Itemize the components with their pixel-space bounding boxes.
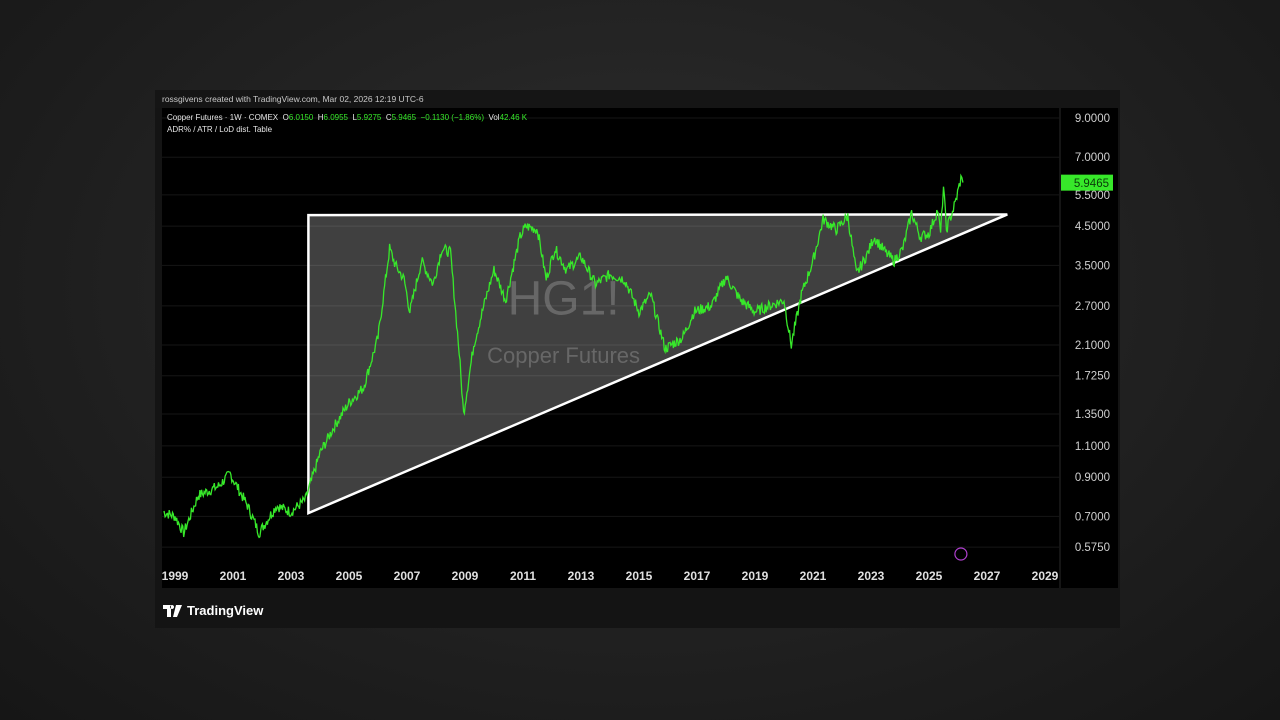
y-tick-label: 1.3500 <box>1075 409 1110 421</box>
time-axis[interactable] <box>162 563 1118 588</box>
x-tick-label: 2025 <box>916 569 943 583</box>
y-tick-label: 0.7000 <box>1075 511 1110 523</box>
y-tick-label: 3.5000 <box>1075 260 1110 272</box>
logo-text: TradingView <box>187 603 264 618</box>
x-tick-label: 1999 <box>162 569 189 583</box>
x-tick-label: 2005 <box>336 569 363 583</box>
watermark-ticker: HG1! <box>508 273 620 326</box>
credit-text: rossgivens created with TradingView.com,… <box>162 94 424 104</box>
chart-svg[interactable]: 9.0000 7.0000 5.5000 4.5000 3.5000 2.7000 2.10… <box>155 90 1120 628</box>
y-tick-label: 7.0000 <box>1075 152 1110 164</box>
x-tick-label: 2027 <box>974 569 1001 583</box>
chart-card: 9.0000 7.0000 5.5000 4.5000 3.5000 2.7000 2.10… <box>155 90 1120 628</box>
high-value: 6.0955 <box>323 113 348 122</box>
y-tick-label: 4.5000 <box>1075 221 1110 233</box>
change-value: −0.1130 (−1.86%) <box>420 113 484 122</box>
last-price-tag <box>1061 174 1113 191</box>
x-tick-label: 2019 <box>742 569 769 583</box>
y-tick-label: 1.7250 <box>1075 371 1110 383</box>
x-tick-label: 2029 <box>1032 569 1059 583</box>
x-tick-label: 2021 <box>800 569 827 583</box>
x-tick-label: 2013 <box>568 569 595 583</box>
last-price-label: 5.9465 <box>1074 178 1109 190</box>
indicator-label[interactable]: ADR% / ATR / LoD dist. Table <box>167 125 273 134</box>
x-tick-label: 2009 <box>452 569 479 583</box>
open-label: O <box>282 113 289 122</box>
x-tick-label: 2007 <box>394 569 421 583</box>
y-tick-label: 0.9000 <box>1075 472 1110 484</box>
price-series-line <box>163 173 964 539</box>
plot-area[interactable] <box>162 108 1060 563</box>
symbol-label[interactable]: Copper Futures · 1W · COMEX <box>167 113 279 122</box>
y-tick-label: 9.0000 <box>1075 113 1110 125</box>
y-tick-label: 2.7000 <box>1075 301 1110 313</box>
high-label: H <box>317 113 324 122</box>
y-tick-label: 0.5750 <box>1075 542 1110 554</box>
x-tick-label: 2023 <box>858 569 885 583</box>
close-value: 5.9465 <box>391 113 417 122</box>
x-tick-label: 2001 <box>220 569 247 583</box>
header-bar <box>155 90 1120 108</box>
y-tick-label: 1.1000 <box>1075 441 1110 453</box>
lightning-event-icon[interactable] <box>954 547 968 561</box>
tradingview-logo-icon <box>163 604 182 617</box>
ascending-triangle[interactable] <box>307 213 1008 515</box>
tradingview-logo: TradingView <box>163 603 263 618</box>
low-value: 5.9275 <box>356 113 382 122</box>
x-tick-label: 2015 <box>626 569 653 583</box>
watermark-name: Copper Futures <box>487 343 640 368</box>
ohlc-legend: Copper Futures · 1W · COMEX O6.0150 H6.0… <box>167 113 527 122</box>
volume-value: 42.46 K <box>499 113 528 122</box>
open-value: 6.0150 <box>288 113 314 122</box>
y-tick-label: 2.1000 <box>1075 340 1110 352</box>
close-label: C <box>385 113 392 122</box>
volume-label: Vol <box>488 113 500 122</box>
low-label: L <box>352 113 357 122</box>
x-tick-label: 2011 <box>510 569 536 583</box>
y-tick-label: 5.5000 <box>1075 190 1110 202</box>
x-tick-label: 2017 <box>684 569 711 583</box>
x-tick-label: 2003 <box>278 569 305 583</box>
